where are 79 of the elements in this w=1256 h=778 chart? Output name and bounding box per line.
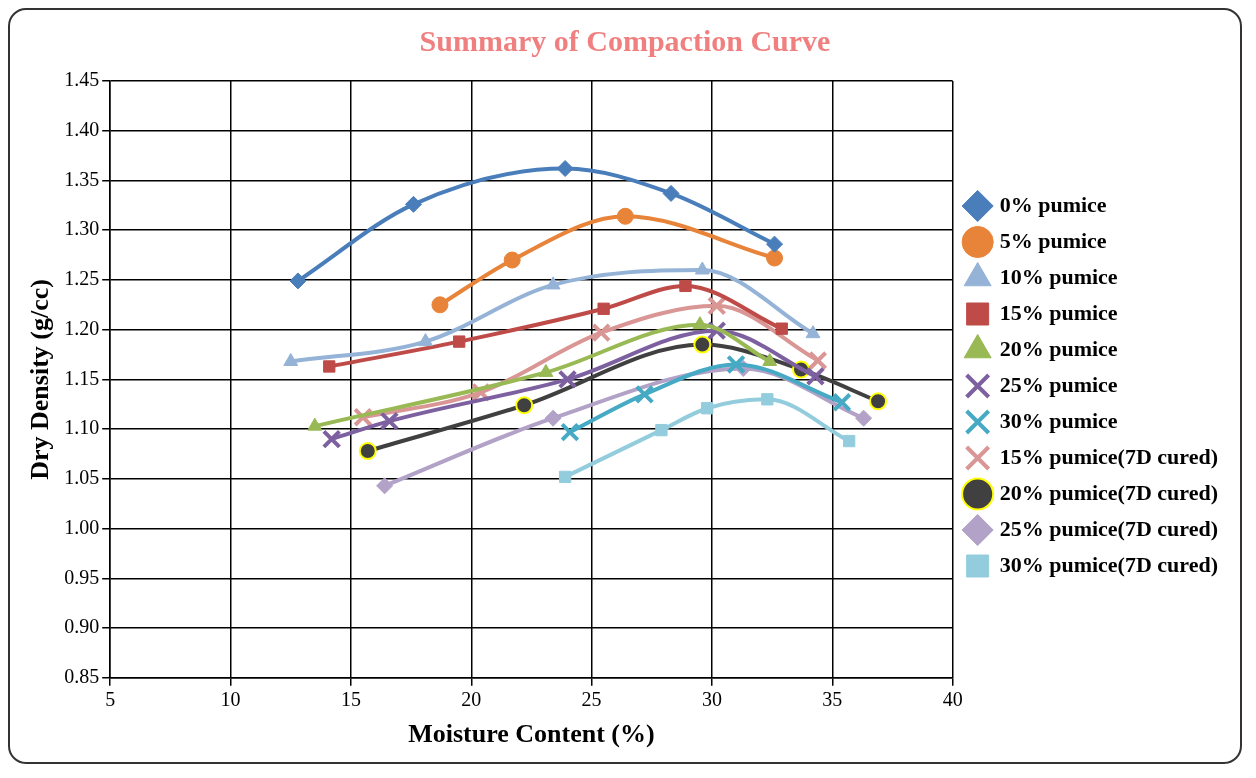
point — [832, 392, 852, 413]
point — [805, 366, 826, 387]
y-tick-label: 1.00 — [64, 515, 100, 538]
legend-label: 0% pumice — [999, 191, 1107, 217]
point — [805, 325, 821, 339]
y-tick-label: 1.40 — [64, 117, 100, 140]
point — [418, 333, 433, 347]
point — [358, 442, 377, 461]
point — [869, 392, 888, 411]
y-tick-label: 1.35 — [64, 167, 100, 190]
point — [762, 353, 778, 366]
point — [557, 369, 578, 390]
legend-label: 5% pumice — [999, 227, 1107, 253]
legend-label: 30% pumice(7D cured) — [999, 551, 1219, 577]
point — [544, 409, 562, 427]
y-tick-label: 1.10 — [64, 416, 100, 439]
y-tick-label: 1.20 — [64, 316, 100, 339]
legend-label: 20% pumice(7D cured) — [999, 479, 1219, 505]
y-axis-title: Dry Density (g/cc) — [25, 279, 55, 480]
legend-label: 25% pumice — [999, 371, 1118, 397]
x-tick-label: 40 — [942, 688, 963, 711]
y-tick-label: 1.45 — [64, 68, 100, 91]
y-tick-label: 1.05 — [64, 466, 100, 489]
point — [515, 396, 534, 415]
point — [694, 261, 710, 275]
y-tick-label: 0.85 — [64, 665, 100, 688]
point — [808, 350, 828, 371]
point — [404, 195, 422, 213]
point — [556, 160, 574, 178]
legend-label: 15% pumice — [999, 299, 1118, 325]
point — [655, 423, 668, 437]
legend-label: 15% pumice(7D cured) — [999, 443, 1219, 469]
point — [761, 393, 774, 406]
y-tick-label: 1.15 — [64, 366, 100, 389]
point — [283, 353, 299, 366]
point — [379, 411, 400, 431]
point — [843, 434, 856, 448]
point — [766, 235, 784, 253]
x-tick-label: 25 — [581, 688, 602, 711]
y-tick-label: 1.25 — [64, 267, 100, 290]
point — [662, 184, 680, 202]
point — [700, 402, 714, 415]
point — [706, 296, 727, 316]
point — [597, 302, 610, 315]
point — [634, 384, 655, 405]
x-tick-label: 30 — [701, 688, 722, 711]
legend-label: 10% pumice — [999, 263, 1118, 289]
legend-label: 25% pumice(7D cured) — [999, 515, 1219, 541]
y-tick-label: 1.30 — [64, 217, 100, 240]
point — [679, 279, 692, 293]
point — [321, 429, 342, 449]
point — [289, 272, 307, 290]
x-axis-title: Moisture Content (%) — [408, 719, 655, 749]
point — [545, 276, 561, 290]
point — [692, 316, 708, 330]
point — [616, 207, 634, 225]
x-tick-label: 20 — [461, 688, 482, 711]
x-tick-label: 5 — [105, 688, 116, 711]
point — [503, 251, 521, 269]
point — [775, 322, 788, 335]
legend-label: 20% pumice — [999, 335, 1118, 361]
x-tick-label: 10 — [220, 688, 241, 711]
point — [560, 422, 580, 442]
x-tick-label: 35 — [822, 688, 843, 711]
point — [323, 360, 336, 373]
point — [693, 335, 712, 354]
point — [376, 477, 394, 495]
point — [726, 354, 746, 375]
y-tick-label: 0.90 — [64, 615, 100, 638]
y-tick-label: 0.95 — [64, 565, 100, 588]
point — [453, 335, 466, 348]
point — [766, 249, 784, 267]
point — [855, 409, 873, 427]
point — [591, 322, 612, 343]
x-tick-label: 15 — [340, 688, 361, 711]
chart-title: Summary of Compaction Curve — [419, 23, 831, 57]
legend-label: 30% pumice — [999, 407, 1118, 433]
point — [558, 470, 572, 484]
point — [431, 296, 449, 314]
